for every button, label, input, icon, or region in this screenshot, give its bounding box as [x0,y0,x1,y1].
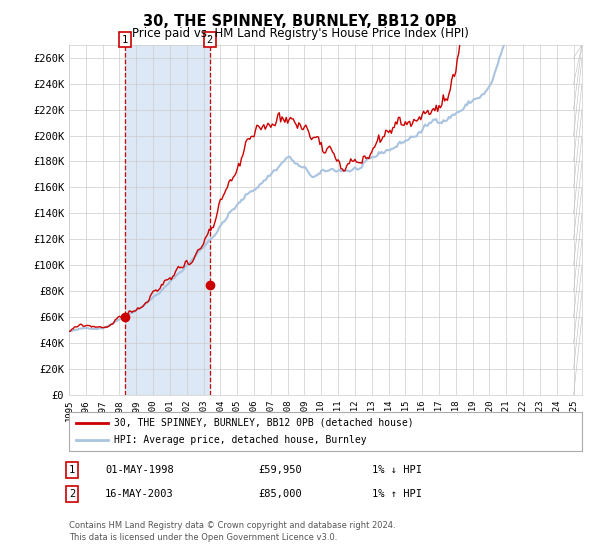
Text: 2: 2 [206,35,213,45]
Text: 01-MAY-1998: 01-MAY-1998 [105,465,174,475]
Text: 2: 2 [69,489,75,499]
Text: 1% ↑ HPI: 1% ↑ HPI [372,489,422,499]
Text: This data is licensed under the Open Government Licence v3.0.: This data is licensed under the Open Gov… [69,533,337,542]
Text: 30, THE SPINNEY, BURNLEY, BB12 0PB (detached house): 30, THE SPINNEY, BURNLEY, BB12 0PB (deta… [114,418,413,428]
Bar [125,45,210,395]
Text: HPI: Average price, detached house, Burnley: HPI: Average price, detached house, Burn… [114,435,367,445]
Text: 16-MAY-2003: 16-MAY-2003 [105,489,174,499]
Text: £59,950: £59,950 [258,465,302,475]
Text: Contains HM Land Registry data © Crown copyright and database right 2024.: Contains HM Land Registry data © Crown c… [69,521,395,530]
Text: £85,000: £85,000 [258,489,302,499]
Text: Price paid vs. HM Land Registry's House Price Index (HPI): Price paid vs. HM Land Registry's House … [131,27,469,40]
Text: 30, THE SPINNEY, BURNLEY, BB12 0PB: 30, THE SPINNEY, BURNLEY, BB12 0PB [143,14,457,29]
Text: 1: 1 [69,465,75,475]
Text: 1: 1 [122,35,128,45]
Text: 1% ↓ HPI: 1% ↓ HPI [372,465,422,475]
